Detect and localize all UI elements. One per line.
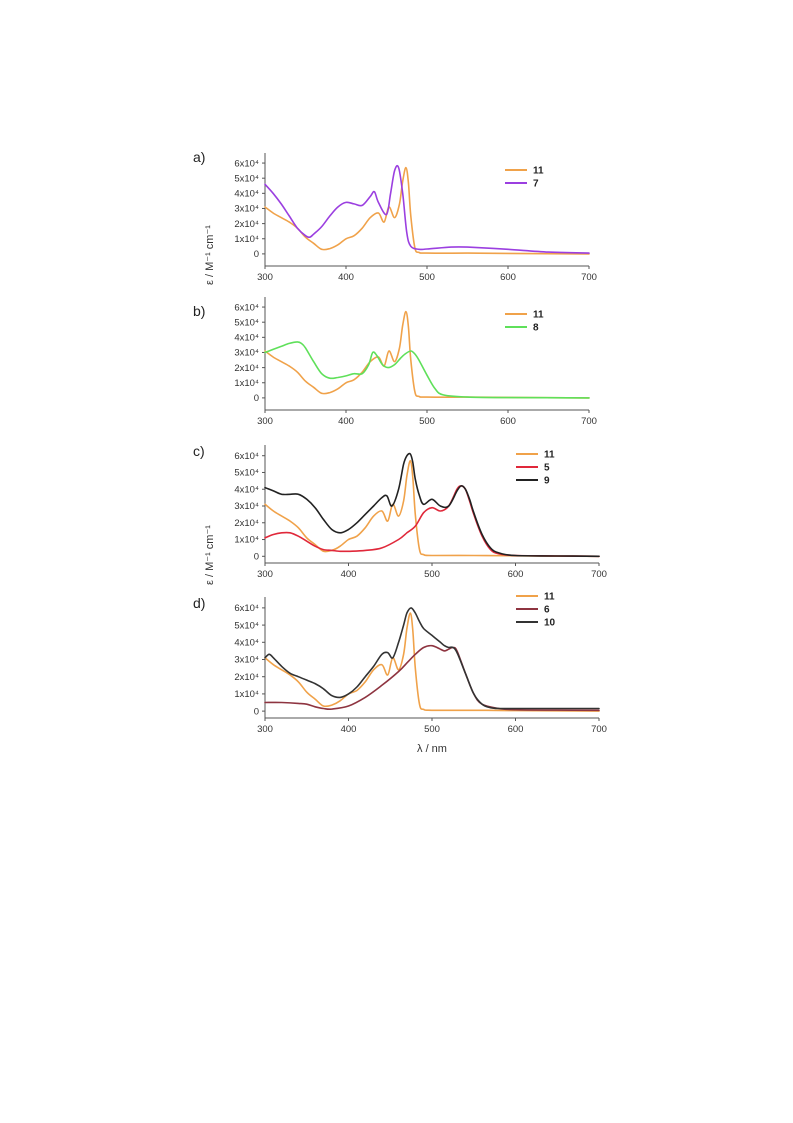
y-tick-label: 5x10⁴ <box>234 173 259 184</box>
panel-c: c) 0 1x10⁴ 2x10⁴ 3x10⁴ 4x10⁴ 5x10⁴ 6x10⁴ 300 400 5… <box>193 443 607 580</box>
legend-label-11: 11 <box>533 310 544 321</box>
y-tick-label: 4x10⁴ <box>234 637 259 648</box>
series-line-5 <box>264 485 600 558</box>
series-line-9 <box>264 452 600 558</box>
panel-d: d) 0 1x10⁴ 2x10⁴ 3x10⁴ 4x10⁴ 5x10⁴ 6x10⁴ 300 400 5… <box>193 592 607 736</box>
legend-label-9: 9 <box>544 476 550 487</box>
series-line-8 <box>264 341 590 399</box>
legend-label-6: 6 <box>544 605 550 616</box>
y-tick-label: 3x10⁴ <box>234 204 259 215</box>
series-line-11 <box>264 310 590 399</box>
legend-label-11: 11 <box>544 592 555 603</box>
x-tick-label: 300 <box>257 569 273 580</box>
y-axis-title-top: ε / M⁻¹ cm⁻¹ <box>204 225 216 285</box>
x-tick-label: 500 <box>424 569 440 580</box>
y-tick-label: 1x10⁴ <box>234 378 259 389</box>
legend-label-7: 7 <box>533 179 539 190</box>
x-tick-label: 500 <box>424 724 440 735</box>
x-tick-label: 600 <box>500 416 516 427</box>
series-line-11 <box>264 612 600 712</box>
x-axis-title: λ / nm <box>417 743 447 755</box>
y-tick-label: 1x10⁴ <box>234 234 259 245</box>
y-tick-label: 5x10⁴ <box>234 317 259 328</box>
x-tick-label: 400 <box>338 416 354 427</box>
y-tick-label: 6x10⁴ <box>234 451 259 462</box>
legend-label-10: 10 <box>544 618 556 629</box>
legend-label-11: 11 <box>533 166 544 177</box>
y-tick-label: 0 <box>254 551 259 562</box>
x-tick-label: 700 <box>581 272 597 283</box>
legend-label-5: 5 <box>544 463 550 474</box>
series-line-10 <box>264 607 600 710</box>
y-tick-label: 3x10⁴ <box>234 348 259 359</box>
y-tick-label: 3x10⁴ <box>234 655 259 666</box>
y-tick-label: 2x10⁴ <box>234 518 259 529</box>
y-tick-label: 4x10⁴ <box>234 333 259 344</box>
series-line-7 <box>264 164 590 254</box>
x-tick-label: 300 <box>257 272 273 283</box>
legend-label-11: 11 <box>544 450 555 461</box>
y-tick-label: 2x10⁴ <box>234 363 259 374</box>
y-tick-label: 2x10⁴ <box>234 672 259 683</box>
y-tick-label: 5x10⁴ <box>234 620 259 631</box>
x-tick-label: 600 <box>500 272 516 283</box>
y-tick-label: 6x10⁴ <box>234 158 259 169</box>
x-tick-label: 500 <box>419 272 435 283</box>
panel-label: c) <box>193 443 205 459</box>
series-line-11 <box>264 166 590 255</box>
x-tick-label: 700 <box>591 569 607 580</box>
x-tick-label: 300 <box>257 416 273 427</box>
y-tick-label: 6x10⁴ <box>234 603 259 614</box>
legend-label-8: 8 <box>533 323 539 334</box>
y-axis-title-bottom: ε / M⁻¹ cm⁻¹ <box>204 525 216 585</box>
y-tick-label: 5x10⁴ <box>234 468 259 479</box>
panel-label: d) <box>193 595 205 611</box>
x-tick-label: 400 <box>341 724 357 735</box>
panel-label: a) <box>193 149 205 165</box>
panel-b: b) 0 1x10⁴ 2x10⁴ 3x10⁴ 4x10⁴ 5x10⁴ 6x10⁴ 300 400 5… <box>193 297 597 427</box>
x-tick-label: 500 <box>419 416 435 427</box>
x-tick-label: 400 <box>341 569 357 580</box>
y-tick-label: 4x10⁴ <box>234 189 259 200</box>
x-tick-label: 300 <box>257 724 273 735</box>
y-tick-label: 0 <box>254 706 259 717</box>
x-tick-label: 600 <box>508 724 524 735</box>
y-tick-label: 6x10⁴ <box>234 302 259 313</box>
y-tick-label: 0 <box>254 393 259 404</box>
y-tick-label: 4x10⁴ <box>234 484 259 495</box>
y-tick-label: 2x10⁴ <box>234 219 259 230</box>
panel-label: b) <box>193 303 205 319</box>
y-tick-label: 1x10⁴ <box>234 535 259 546</box>
panel-a: a) 0 1x10⁴ 2x10⁴ 3x10⁴ 4x10⁴ 5x10⁴ 6x10⁴ 300 400 5… <box>193 149 597 283</box>
series-line-6 <box>264 644 600 712</box>
y-tick-label: 0 <box>254 249 259 260</box>
series-line-11 <box>264 459 600 558</box>
x-tick-label: 400 <box>338 272 354 283</box>
y-tick-label: 3x10⁴ <box>234 501 259 512</box>
y-tick-label: 1x10⁴ <box>234 689 259 700</box>
x-tick-label: 700 <box>581 416 597 427</box>
x-tick-label: 600 <box>508 569 524 580</box>
x-tick-label: 700 <box>591 724 607 735</box>
